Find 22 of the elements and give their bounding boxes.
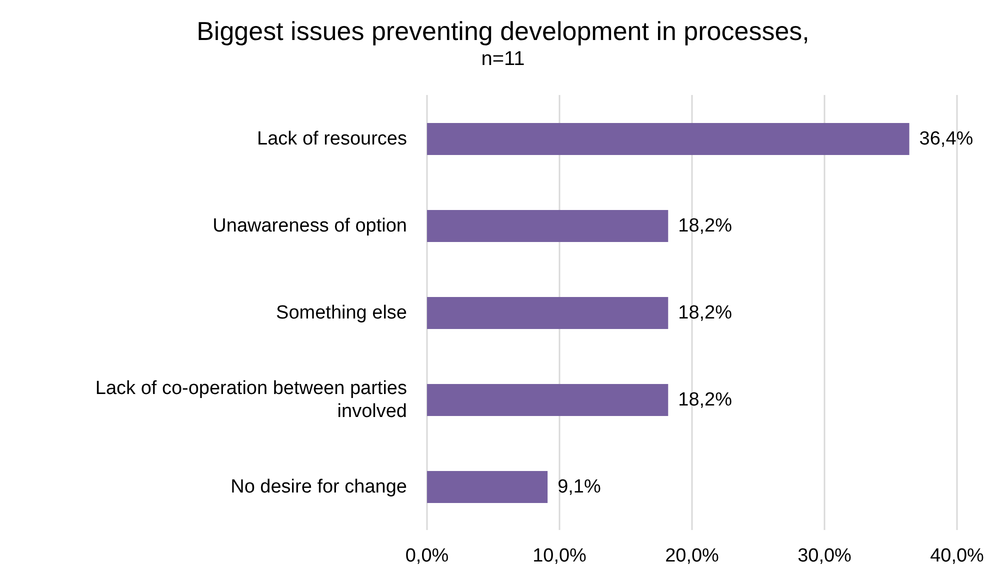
y-tick-label: Unawareness of option <box>212 215 407 236</box>
y-tick-label: Lack of resources <box>257 128 407 149</box>
x-tick-label: 20,0% <box>665 545 720 566</box>
x-tick-label: 10,0% <box>532 545 587 566</box>
data-label: 18,2% <box>678 390 732 410</box>
data-label: 9,1% <box>558 476 601 498</box>
y-tick-label: Lack of co-operation between parties involved <box>95 378 407 422</box>
chart-title: Biggest issues preventing development in processes, <box>196 16 810 47</box>
bar <box>427 384 668 416</box>
bar <box>427 123 910 155</box>
chart-subtitle: n=11 <box>480 48 526 71</box>
data-label: 18,2% <box>678 302 732 324</box>
data-label: 36,4% <box>919 128 974 150</box>
y-tick-label: No desire for change <box>230 476 407 497</box>
bar <box>427 210 668 242</box>
y-tick-label: Something else <box>276 302 407 323</box>
x-tick-label: 30,0% <box>798 545 852 566</box>
bar <box>427 297 668 329</box>
bar <box>427 471 548 503</box>
data-label: 18,2% <box>678 216 732 236</box>
x-tick-label: 40,0% <box>930 545 984 566</box>
x-tick-label: 0,0% <box>405 545 449 566</box>
